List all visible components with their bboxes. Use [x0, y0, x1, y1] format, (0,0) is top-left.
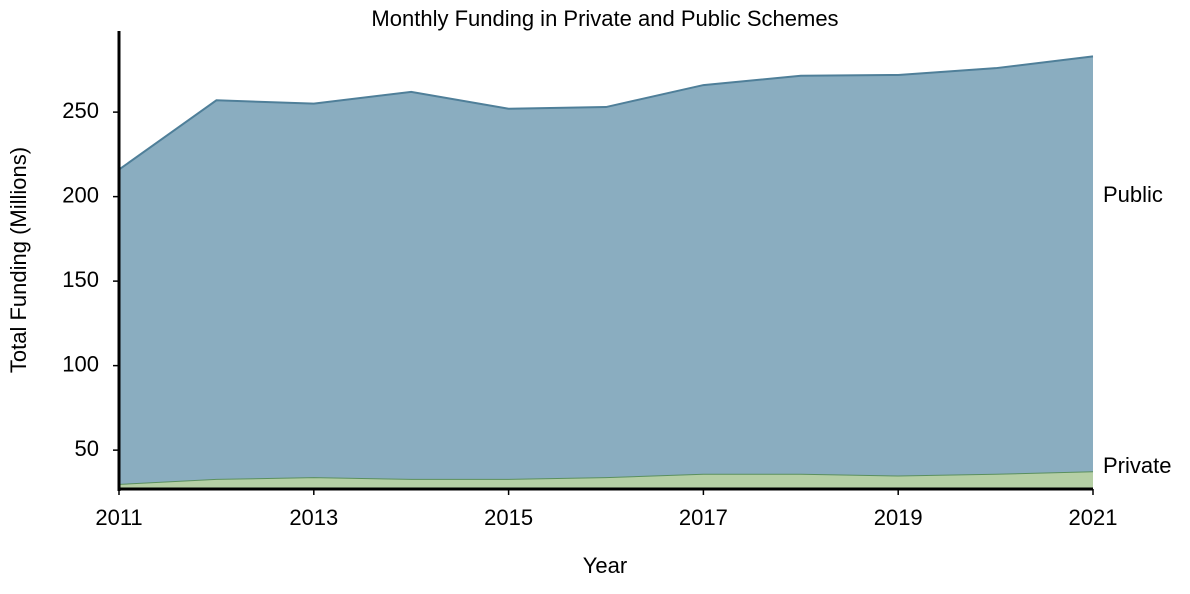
x-tick-label: 2019 — [874, 505, 923, 530]
y-tick-label: 50 — [75, 436, 99, 461]
series-label: Private — [1103, 453, 1171, 478]
y-tick-label: 150 — [62, 267, 99, 292]
y-axis-label: Total Funding (Millions) — [6, 147, 31, 373]
area — [119, 56, 1093, 484]
series-label: Public — [1103, 182, 1163, 207]
y-tick-label: 100 — [62, 351, 99, 376]
x-tick-label: 2015 — [484, 505, 533, 530]
y-tick-label: 250 — [62, 98, 99, 123]
x-axis-label: Year — [583, 553, 627, 578]
x-tick-label: 2017 — [679, 505, 728, 530]
area — [119, 471, 1093, 489]
y-tick-label: 200 — [62, 182, 99, 207]
x-tick-label: 2013 — [289, 505, 338, 530]
chart-title: Monthly Funding in Private and Public Sc… — [371, 6, 838, 31]
area-line — [118, 55, 1094, 171]
area-line — [118, 470, 1094, 485]
x-tick-label: 2021 — [1069, 505, 1118, 530]
x-tick-label: 2011 — [95, 505, 142, 530]
